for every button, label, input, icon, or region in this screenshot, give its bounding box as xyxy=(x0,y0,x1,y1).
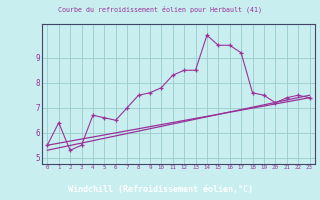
Text: Courbe du refroidissement éolien pour Herbault (41): Courbe du refroidissement éolien pour He… xyxy=(58,5,262,13)
Text: Windchill (Refroidissement éolien,°C): Windchill (Refroidissement éolien,°C) xyxy=(68,185,252,194)
